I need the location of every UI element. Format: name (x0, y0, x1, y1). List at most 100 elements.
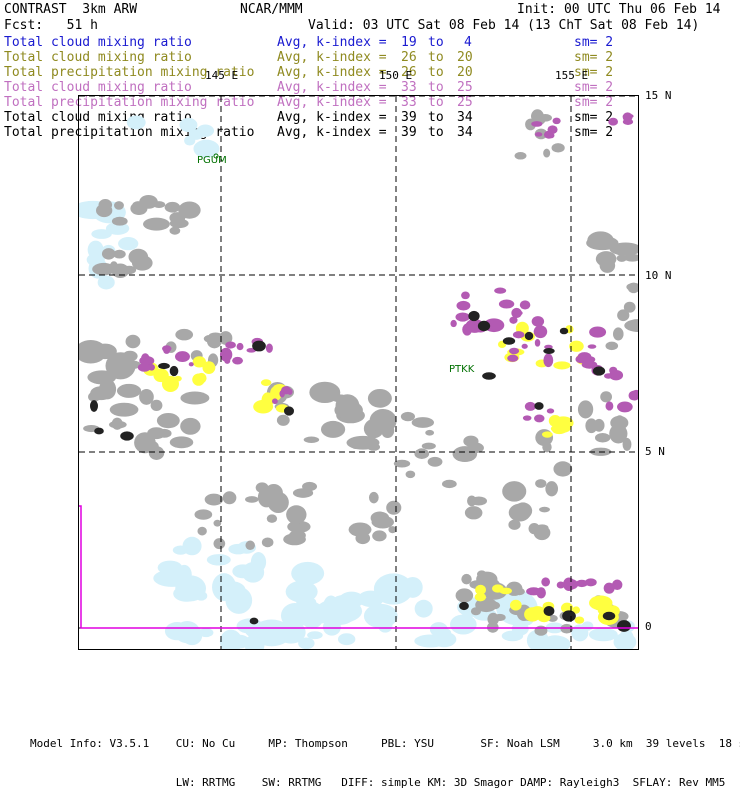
mid-cloud-patch (586, 235, 619, 251)
moderate-precip-patch (541, 577, 551, 587)
light-precip-patch (569, 340, 584, 352)
mid-cloud-patch (180, 391, 210, 405)
mid-cloud-patch (194, 509, 213, 520)
mid-cloud-patch (109, 420, 127, 429)
mid-cloud-patch (425, 429, 435, 436)
light-precip-patch (552, 416, 574, 430)
moderate-precip-patch (521, 343, 528, 349)
legend-1-k2: 20 (457, 50, 473, 65)
mid-cloud-patch (286, 505, 307, 525)
lat-label-5n: 5 N (645, 445, 665, 458)
moderate-precip-patch (462, 323, 473, 336)
heavy-precip-core (543, 606, 555, 616)
mid-cloud-patch (551, 143, 565, 153)
moderate-precip-patch (524, 401, 536, 411)
legend-1-k1: 26 (401, 50, 417, 65)
moderate-precip-patch (508, 347, 520, 355)
mid-cloud-patch (367, 443, 381, 451)
mid-cloud-patch (594, 433, 611, 443)
legend-4-sm: sm= 2 (574, 95, 614, 110)
mid-cloud-patch (320, 420, 346, 438)
heavy-precip-core (482, 372, 496, 380)
low-cloud-patch (87, 240, 104, 259)
mid-cloud-patch (370, 511, 390, 525)
low-cloud-patch (225, 586, 253, 614)
low-cloud-patch (291, 561, 325, 585)
mid-cloud-patch (441, 479, 457, 489)
legend-1-avg: Avg, k-index = (277, 50, 387, 65)
low-cloud-patch (276, 620, 306, 644)
low-cloud-patch (322, 618, 341, 636)
moderate-precip-patch (531, 121, 543, 127)
moderate-precip-patch (603, 582, 615, 594)
mid-cloud-patch (542, 441, 552, 453)
mid-cloud-patch (372, 530, 387, 542)
moderate-precip-patch (534, 414, 545, 423)
mid-cloud-patch (539, 506, 550, 513)
low-cloud-patch (588, 627, 618, 642)
header: CONTRAST 3km ARW NCAR/MMM Init: 00 UTC T… (0, 0, 740, 145)
mid-cloud-patch (147, 427, 166, 440)
heavy-precip-core (94, 427, 104, 435)
legend-4-to: to (428, 95, 444, 110)
heavy-precip-core (468, 310, 480, 322)
low-cloud-patch (193, 139, 220, 158)
low-cloud-patch (172, 545, 189, 555)
moderate-precip-patch (605, 401, 614, 411)
low-cloud-patch (544, 635, 566, 649)
mid-cloud-patch (543, 148, 551, 158)
model-title: CONTRAST 3km ARW (4, 2, 138, 17)
moderate-precip-patch (265, 343, 273, 353)
moderate-precip-patch (512, 331, 525, 339)
mid-cloud-patch (577, 400, 594, 419)
light-precip-patch (202, 361, 216, 374)
moderate-precip-patch (450, 319, 457, 328)
low-cloud-patch (357, 590, 384, 608)
legend-3-k2: 25 (457, 80, 473, 95)
heavy-precip-core (617, 620, 631, 632)
moderate-precip-patch (219, 347, 233, 362)
mid-cloud-patch (111, 263, 130, 278)
moderate-precip-patch (511, 307, 522, 319)
mid-cloud-patch (616, 254, 627, 262)
moderate-precip-patch (224, 357, 231, 364)
light-precip-patch (260, 379, 272, 387)
low-cloud-patch (232, 564, 254, 579)
mid-cloud-patch (421, 442, 436, 450)
legend-0-to: to (428, 35, 444, 50)
mid-cloud-patch (380, 423, 395, 438)
light-precip-patch (572, 606, 581, 614)
low-cloud-patch (206, 554, 231, 566)
mid-cloud-patch (164, 201, 181, 213)
moderate-precip-patch (587, 344, 597, 349)
mid-cloud-patch (180, 417, 201, 435)
light-precip-patch (509, 599, 522, 611)
moderate-precip-patch (509, 316, 518, 324)
light-precip-patch (529, 606, 546, 620)
lon-label-155e: 155 E (555, 69, 589, 82)
heavy-precip-core (89, 400, 99, 412)
mid-cloud-patch (355, 532, 371, 545)
legend-1-sm: sm= 2 (574, 50, 614, 65)
mid-cloud-patch (143, 217, 170, 231)
light-precip-patch (553, 361, 571, 370)
low-cloud-patch (414, 599, 433, 618)
light-precip-patch (475, 584, 486, 596)
mid-cloud-patch (150, 399, 163, 411)
map-panel: PGUM PTKK (78, 95, 639, 650)
mid-cloud-patch (502, 481, 527, 502)
moderate-precip-patch (526, 587, 542, 596)
light-precip-patch (270, 385, 282, 401)
heavy-precip-core (592, 366, 606, 376)
center-name: NCAR/MMM (240, 2, 303, 17)
mid-cloud-patch (222, 491, 237, 505)
moderate-precip-patch (531, 316, 545, 327)
low-cloud-patch (105, 222, 130, 235)
mid-cloud-patch (508, 519, 521, 530)
light-precip-patch (589, 595, 613, 611)
moderate-precip-patch (556, 581, 565, 589)
mid-cloud-patch (204, 493, 224, 506)
mid-cloud-patch (169, 226, 181, 235)
mid-cloud-patch (553, 461, 573, 477)
low-cloud-patch (378, 619, 393, 633)
